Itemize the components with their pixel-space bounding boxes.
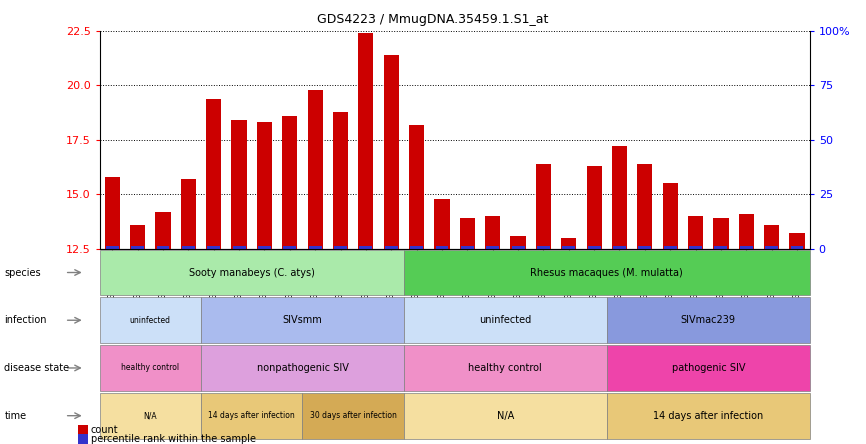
Bar (282, 116, 297, 249)
Text: GDS4223 / MmugDNA.35459.1.S1_at: GDS4223 / MmugDNA.35459.1.S1_at (317, 13, 549, 26)
Bar (561, 238, 577, 249)
Bar (790, 234, 805, 249)
Bar (384, 55, 399, 249)
Bar (283, 246, 296, 249)
Text: Rhesus macaques (M. mulatta): Rhesus macaques (M. mulatta) (531, 267, 683, 278)
Bar (308, 246, 321, 249)
Bar (206, 99, 222, 249)
Text: pathogenic SIV: pathogenic SIV (671, 363, 745, 373)
Bar (612, 147, 627, 249)
Text: SIVmac239: SIVmac239 (681, 315, 736, 325)
Bar (359, 33, 373, 249)
Bar (714, 246, 727, 249)
Text: nonpathogenic SIV: nonpathogenic SIV (256, 363, 348, 373)
Bar (333, 111, 348, 249)
Text: healthy control: healthy control (469, 363, 542, 373)
Bar (485, 216, 501, 249)
Bar (359, 246, 372, 249)
Bar (181, 179, 196, 249)
Bar (105, 177, 120, 249)
Text: uninfected: uninfected (130, 316, 171, 325)
Text: species: species (4, 267, 41, 278)
Text: 14 days after infection: 14 days after infection (209, 411, 295, 420)
Bar (637, 164, 652, 249)
Bar (486, 246, 499, 249)
Bar (510, 236, 526, 249)
Bar (536, 164, 551, 249)
Bar (106, 246, 119, 249)
Text: time: time (4, 411, 27, 421)
Bar (231, 120, 247, 249)
Bar (182, 246, 195, 249)
Bar (638, 246, 651, 249)
Bar (435, 198, 449, 249)
Bar (233, 246, 246, 249)
Bar (385, 246, 397, 249)
Text: disease state: disease state (4, 363, 69, 373)
Bar (662, 183, 678, 249)
Bar (257, 123, 272, 249)
Bar (130, 225, 145, 249)
Text: N/A: N/A (144, 411, 157, 420)
Bar (740, 246, 753, 249)
Bar (460, 218, 475, 249)
Bar (409, 125, 424, 249)
Bar (613, 246, 626, 249)
Bar (586, 166, 602, 249)
Bar (764, 225, 779, 249)
Bar (791, 246, 804, 249)
Text: N/A: N/A (497, 411, 514, 421)
Bar (714, 218, 728, 249)
Bar (334, 246, 347, 249)
Bar (157, 246, 170, 249)
Bar (155, 212, 171, 249)
Text: 30 days after infection: 30 days after infection (310, 411, 397, 420)
Text: percentile rank within the sample: percentile rank within the sample (91, 434, 256, 444)
Text: Sooty manabeys (C. atys): Sooty manabeys (C. atys) (189, 267, 314, 278)
Text: infection: infection (4, 315, 47, 325)
Bar (207, 246, 220, 249)
Bar (688, 216, 703, 249)
Bar (258, 246, 271, 249)
Text: 14 days after infection: 14 days after infection (653, 411, 764, 421)
Bar (766, 246, 779, 249)
Bar (562, 246, 575, 249)
Bar (131, 246, 144, 249)
Bar (588, 246, 601, 249)
Bar (436, 246, 449, 249)
Text: uninfected: uninfected (479, 315, 532, 325)
Bar (663, 246, 676, 249)
Bar (410, 246, 423, 249)
Bar (537, 246, 550, 249)
Bar (689, 246, 702, 249)
Bar (512, 246, 525, 249)
Bar (461, 246, 474, 249)
Bar (307, 90, 323, 249)
Bar (739, 214, 754, 249)
Text: SIVsmm: SIVsmm (282, 315, 322, 325)
Text: healthy control: healthy control (121, 364, 179, 373)
Text: count: count (91, 425, 119, 435)
